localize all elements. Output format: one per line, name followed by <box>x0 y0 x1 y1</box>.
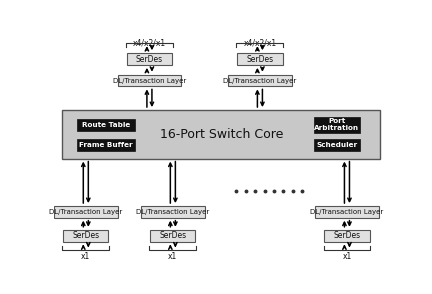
Bar <box>228 75 292 86</box>
Bar <box>314 116 359 133</box>
Text: x1: x1 <box>342 252 352 261</box>
Text: Port
Arbitration: Port Arbitration <box>314 118 359 131</box>
Text: 16-Port Switch Core: 16-Port Switch Core <box>160 128 283 141</box>
Text: SerDes: SerDes <box>246 55 273 64</box>
Bar <box>63 230 108 241</box>
Text: Scheduler: Scheduler <box>316 142 357 148</box>
Bar <box>76 139 135 151</box>
Text: SerDes: SerDes <box>136 55 163 64</box>
Text: DL/Transaction Layer: DL/Transaction Layer <box>223 78 296 83</box>
Bar <box>150 230 195 241</box>
Text: x1: x1 <box>81 252 90 261</box>
Bar <box>62 110 381 159</box>
Text: x1: x1 <box>168 252 178 261</box>
Text: DL/Transaction Layer: DL/Transaction Layer <box>136 209 210 215</box>
Text: DL/Transaction Layer: DL/Transaction Layer <box>49 209 122 215</box>
Bar <box>314 139 359 151</box>
Bar <box>127 53 172 65</box>
Bar <box>315 206 379 218</box>
Text: SerDes: SerDes <box>334 231 361 240</box>
Text: x4/x2/x1: x4/x2/x1 <box>243 39 276 48</box>
Text: SerDes: SerDes <box>72 231 99 240</box>
Text: Frame Buffer: Frame Buffer <box>79 142 133 148</box>
Text: SerDes: SerDes <box>159 231 187 240</box>
Text: x4/x2/x1: x4/x2/x1 <box>133 39 166 48</box>
Text: DL/Transaction Layer: DL/Transaction Layer <box>310 209 384 215</box>
Text: DL/Transaction Layer: DL/Transaction Layer <box>113 78 186 83</box>
Bar <box>141 206 205 218</box>
Bar <box>76 119 135 131</box>
Bar <box>118 75 181 86</box>
Bar <box>324 230 369 241</box>
Bar <box>237 53 283 65</box>
Text: Route Table: Route Table <box>82 122 130 128</box>
Bar <box>54 206 118 218</box>
